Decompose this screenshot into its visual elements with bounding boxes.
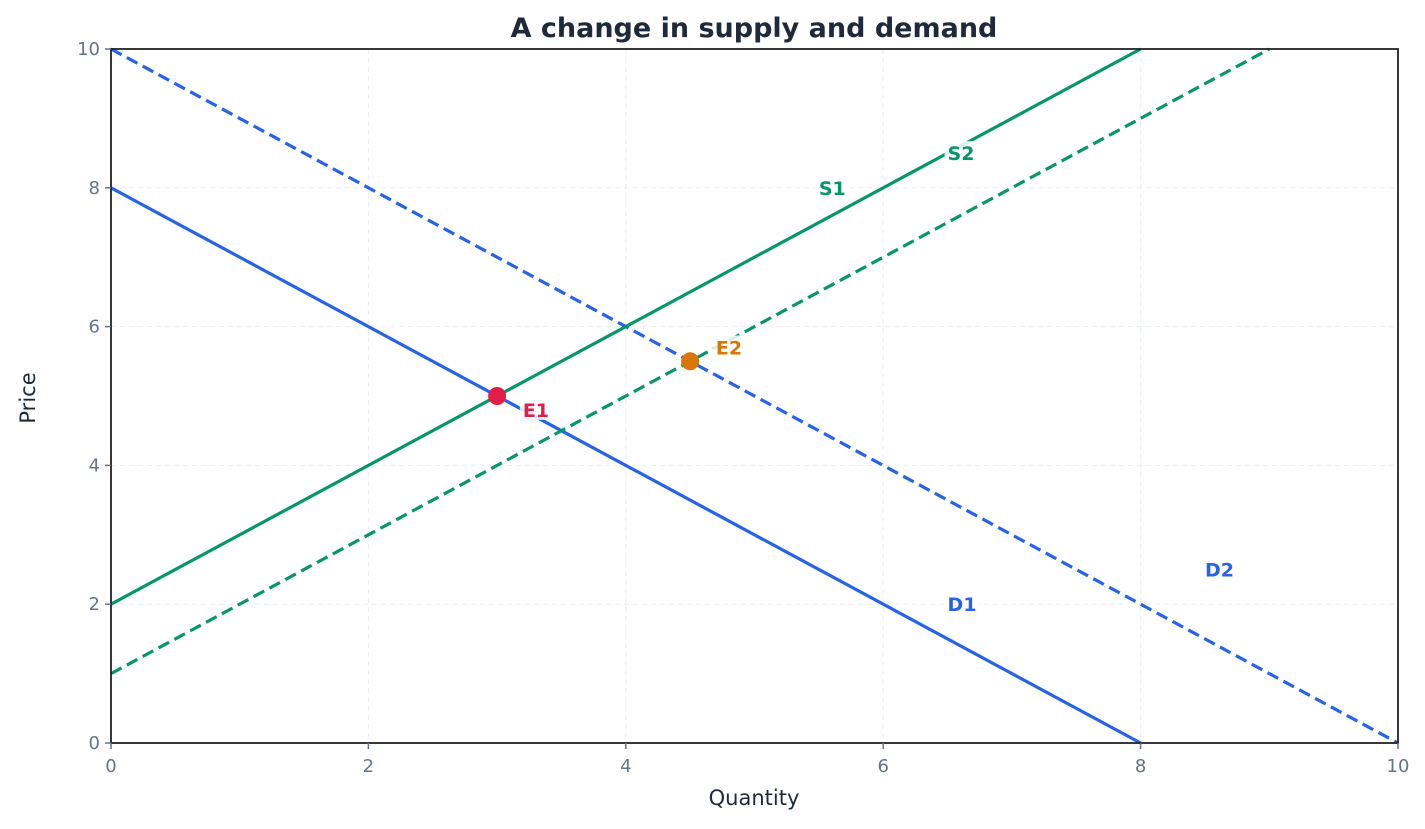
label-background [815,175,850,198]
y-tick-label: 6 [89,317,100,338]
y-tick-label: 2 [89,594,100,615]
y-tick-label: 8 [89,178,100,199]
point-label-e2: E2 [716,337,742,359]
plot-frame [110,48,1399,744]
point-e2 [681,352,700,371]
x-tick-label: 6 [877,756,888,777]
label-background [944,141,979,164]
curve-d2 [110,47,1399,745]
curve-d1 [110,186,1142,745]
point-label-e1: E1 [523,400,549,422]
label-background [1201,557,1236,580]
chart-title: A change in supply and demand [511,13,998,44]
equilibrium-points: E1 E2 [488,335,747,422]
x-tick-label: 2 [363,756,374,777]
label-background [519,397,554,420]
y-axis-label: Price [16,372,40,423]
label-background [712,335,747,358]
x-tick-label: 0 [105,756,116,777]
axis-ticks: 0 2 4 6 8 10 0 2 4 6 8 10 [77,39,1409,777]
point-e1 [488,387,507,405]
x-tick-label: 4 [620,756,631,777]
x-tick-label: 10 [1387,756,1410,777]
curve-label-d1: D1 [948,594,977,616]
curve-label-d2: D2 [1205,560,1234,582]
curves [110,47,1399,745]
x-tick-label: 8 [1135,756,1146,777]
label-background [944,592,979,615]
curve-label-s2: S2 [948,143,975,165]
y-tick-label: 0 [89,733,100,754]
y-tick-label: 4 [89,455,100,476]
x-axis-label: Quantity [709,786,800,810]
y-tick-label: 10 [77,39,100,60]
curve-labels: D1 D2 S1 S2 [815,141,1236,616]
curve-label-s1: S1 [819,178,846,200]
